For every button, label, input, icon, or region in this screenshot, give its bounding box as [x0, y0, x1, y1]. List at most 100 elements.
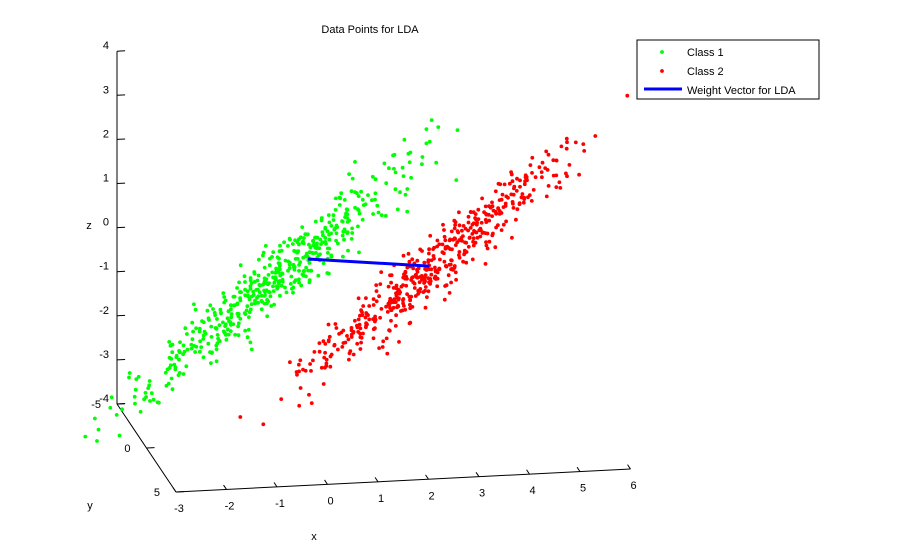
- data-point: [290, 286, 294, 291]
- data-point: [423, 285, 428, 289]
- data-point: [114, 413, 119, 417]
- data-point: [483, 217, 488, 222]
- data-point: [263, 244, 268, 248]
- data-point: [435, 276, 440, 281]
- data-point: [251, 293, 256, 297]
- data-point: [379, 307, 384, 311]
- data-point: [302, 269, 306, 273]
- data-point: [271, 250, 276, 255]
- data-point: [361, 304, 366, 308]
- data-point: [245, 304, 250, 309]
- z-tick-label: 3: [103, 84, 109, 96]
- data-point: [297, 280, 301, 285]
- data-point: [214, 327, 219, 331]
- data-point: [357, 322, 362, 327]
- data-point: [358, 347, 363, 351]
- data-point: [276, 261, 281, 265]
- data-point: [389, 318, 393, 323]
- data-point: [208, 303, 213, 308]
- data-point: [127, 375, 131, 380]
- data-point: [337, 203, 342, 207]
- data-point: [323, 225, 328, 230]
- data-point: [444, 283, 449, 288]
- data-point: [148, 399, 152, 403]
- data-point: [564, 136, 569, 141]
- data-point: [501, 205, 506, 210]
- data-point: [182, 349, 187, 354]
- data-point: [453, 270, 458, 275]
- x-tick: [172, 487, 177, 493]
- data-point: [373, 319, 377, 324]
- data-point: [256, 294, 261, 299]
- data-point: [375, 203, 380, 208]
- data-point: [523, 173, 528, 178]
- data-point: [170, 342, 175, 347]
- data-point: [395, 207, 400, 212]
- data-point: [488, 205, 493, 210]
- data-point: [394, 283, 399, 288]
- data-point: [429, 272, 434, 277]
- data-point: [190, 320, 195, 325]
- data-point: [332, 343, 337, 348]
- data-point: [484, 243, 489, 248]
- x-tick-label: 1: [378, 493, 384, 505]
- data-point: [198, 339, 203, 344]
- data-point: [373, 197, 377, 202]
- data-point: [395, 295, 400, 300]
- weight-vector-layer: [308, 257, 430, 268]
- data-point: [272, 302, 276, 307]
- data-point: [471, 239, 475, 244]
- data-point: [83, 434, 88, 439]
- data-point: [544, 194, 549, 199]
- x-tick-label: 3: [479, 488, 485, 500]
- data-point: [227, 319, 231, 324]
- data-point: [378, 315, 382, 320]
- data-point: [222, 295, 227, 299]
- data-point: [169, 376, 174, 381]
- data-point: [407, 259, 412, 264]
- data-point: [349, 326, 354, 330]
- data-point: [520, 192, 525, 196]
- data-point: [299, 283, 304, 288]
- data-point: [434, 160, 439, 165]
- data-point: [359, 189, 363, 194]
- data-point: [442, 259, 447, 264]
- data-point: [351, 330, 356, 334]
- data-point: [451, 268, 455, 272]
- data-point: [307, 242, 311, 247]
- series-1-points: [83, 118, 460, 443]
- data-point: [223, 322, 228, 327]
- data-point: [327, 220, 332, 225]
- data-point: [272, 280, 277, 285]
- data-point: [391, 305, 396, 310]
- data-point: [255, 287, 260, 292]
- data-point: [484, 212, 489, 217]
- data-point: [247, 310, 252, 315]
- data-point: [433, 269, 438, 274]
- data-point: [331, 218, 336, 222]
- data-point: [262, 276, 267, 281]
- data-point: [309, 268, 313, 273]
- data-point: [407, 160, 412, 165]
- data-point: [317, 341, 322, 345]
- data-point: [482, 210, 486, 215]
- data-point: [426, 289, 431, 294]
- data-point: [371, 212, 375, 216]
- data-point: [438, 257, 442, 262]
- data-point: [554, 158, 559, 163]
- x-tick: [475, 472, 480, 477]
- data-point: [540, 175, 544, 180]
- data-point: [246, 327, 251, 332]
- data-point: [370, 198, 374, 203]
- data-point: [373, 191, 378, 196]
- data-point: [422, 281, 426, 285]
- data-point: [265, 281, 270, 285]
- data-point: [358, 335, 363, 340]
- data-point: [361, 331, 365, 336]
- data-point: [117, 433, 122, 438]
- data-point: [244, 308, 249, 313]
- data-point: [416, 292, 420, 296]
- data-point: [312, 350, 317, 354]
- data-point: [242, 311, 247, 315]
- data-point: [146, 386, 151, 390]
